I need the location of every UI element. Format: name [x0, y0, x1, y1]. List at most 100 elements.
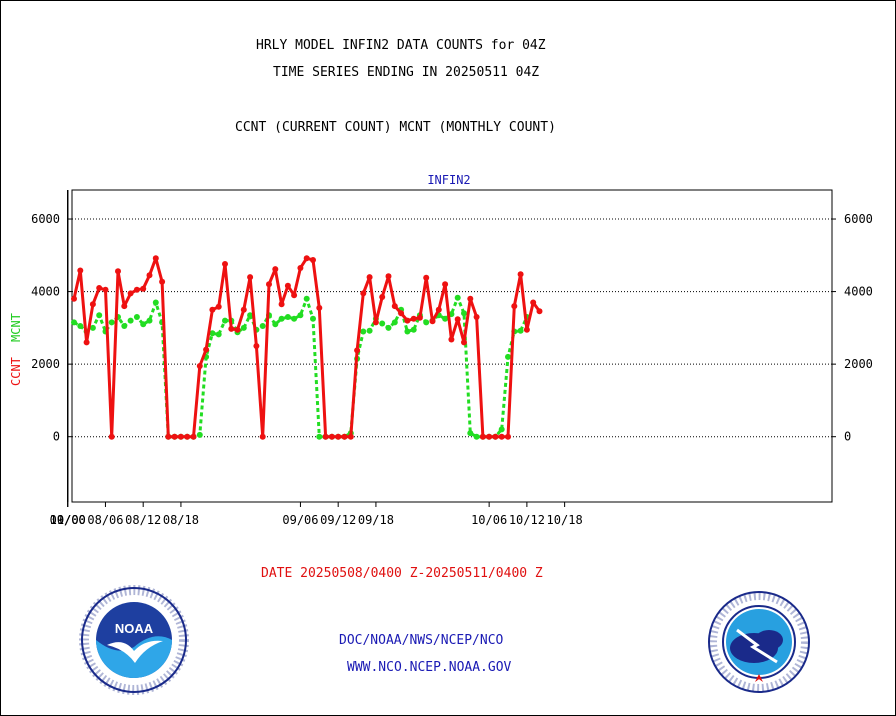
data-point-ccnt: [360, 290, 367, 297]
data-point-ccnt: [259, 433, 266, 440]
data-point-mcnt: [498, 426, 505, 433]
data-point-mcnt: [108, 319, 115, 326]
x-tick-label: 10/18: [547, 513, 583, 527]
chart-title-line1: HRLY MODEL INFIN2 DATA COUNTS for 04Z: [256, 38, 546, 53]
data-point-ccnt: [391, 303, 398, 310]
data-point-ccnt: [272, 266, 279, 273]
data-point-ccnt: [467, 295, 474, 302]
x-tick-label: 08/12: [125, 513, 161, 527]
data-point-ccnt: [316, 304, 323, 311]
data-point-mcnt: [467, 430, 474, 437]
data-point-ccnt: [291, 292, 298, 299]
data-point-ccnt: [127, 290, 134, 297]
data-point-ccnt: [335, 433, 342, 440]
grid-lines: [72, 218, 832, 438]
data-point-mcnt: [385, 324, 392, 331]
data-point-mcnt: [366, 327, 373, 334]
data-point-ccnt: [71, 295, 77, 302]
data-point-mcnt: [297, 312, 304, 319]
chart-subtitle: CCNT (CURRENT COUNT) MCNT (MONTHLY COUNT…: [235, 120, 556, 135]
y-tick-label-left: 6000: [31, 212, 60, 226]
nws-logo: [708, 591, 810, 693]
data-point-mcnt: [473, 433, 480, 440]
data-point-ccnt: [253, 343, 260, 349]
data-point-ccnt: [89, 301, 96, 308]
data-point-ccnt: [328, 433, 335, 440]
data-point-ccnt: [266, 281, 272, 288]
data-point-ccnt: [83, 339, 90, 346]
data-point-mcnt: [152, 299, 159, 306]
y-axis-label-mcnt: MCNT: [9, 313, 23, 342]
date-range-label: DATE 20250508/0400 Z-20250511/0400 Z: [261, 566, 543, 581]
data-point-ccnt: [77, 267, 84, 274]
data-point-ccnt: [146, 272, 153, 279]
data-point-mcnt: [278, 315, 285, 322]
noaa-logo-text: NOAA: [115, 621, 154, 636]
data-point-ccnt: [454, 316, 461, 323]
noaa-logo: NOAA: [79, 585, 189, 695]
data-point-mcnt: [146, 317, 153, 324]
x-tick-label: 10/00: [50, 513, 86, 527]
data-point-ccnt: [297, 265, 304, 271]
data-point-mcnt: [461, 310, 467, 317]
data-point-mcnt: [379, 320, 386, 327]
data-point-ccnt: [505, 433, 511, 440]
data-point-ccnt: [96, 285, 103, 291]
x-tick-label: 08/06: [87, 513, 123, 527]
data-point-mcnt: [272, 321, 279, 328]
data-point-ccnt: [184, 433, 191, 440]
data-point-ccnt: [140, 285, 147, 292]
data-point-ccnt: [517, 271, 524, 278]
data-point-mcnt: [360, 328, 367, 335]
y-tick-label-left: 0: [53, 430, 60, 444]
data-point-mcnt: [215, 331, 222, 338]
x-tick-label: 09/00: [50, 513, 86, 527]
data-point-mcnt: [410, 326, 417, 333]
data-point-mcnt: [517, 327, 524, 334]
data-point-ccnt: [228, 325, 235, 332]
data-point-mcnt: [89, 324, 96, 331]
data-point-ccnt: [190, 433, 197, 440]
data-point-mcnt: [77, 323, 84, 329]
data-point-mcnt: [127, 317, 134, 324]
data-point-ccnt: [473, 314, 480, 320]
data-point-mcnt: [259, 323, 266, 329]
data-point-ccnt: [303, 255, 310, 262]
data-point-ccnt: [121, 303, 128, 310]
data-point-ccnt: [461, 339, 467, 346]
data-point-ccnt: [448, 336, 455, 343]
y-tick-label-right: 0: [844, 430, 851, 444]
data-point-ccnt: [284, 282, 291, 289]
website-link[interactable]: WWW.NCO.NCEP.NOAA.GOV: [347, 660, 512, 675]
data-point-mcnt: [284, 314, 291, 320]
data-point-mcnt: [404, 328, 411, 335]
data-point-mcnt: [71, 319, 77, 326]
x-axis-ticks: 08/06 08/12 08/18 09/00 09/06 09/12 09/18 10/00…: [50, 502, 583, 527]
org-label: DOC/NOAA/NWS/NCEP/NCO: [339, 633, 504, 648]
data-point-ccnt: [536, 308, 543, 315]
data-point-mcnt: [310, 315, 316, 322]
y-tick-label-right: 4000: [844, 285, 873, 299]
data-point-ccnt: [442, 281, 449, 288]
data-point-mcnt: [316, 433, 323, 440]
data-point-mcnt: [303, 295, 310, 302]
plot-area: [71, 189, 833, 503]
data-point-ccnt: [398, 310, 405, 317]
data-point-ccnt: [177, 433, 184, 440]
data-point-ccnt: [215, 303, 222, 310]
data-point-ccnt: [171, 433, 178, 440]
data-point-mcnt: [291, 315, 298, 322]
data-point-mcnt: [140, 321, 147, 328]
y-axis-ticks: 6000 6000 4000 4000 2000 2000 0 0: [31, 212, 873, 444]
series-group: [71, 255, 543, 440]
data-point-ccnt: [429, 318, 436, 325]
data-point-mcnt: [442, 315, 449, 322]
data-point-ccnt: [347, 433, 354, 440]
x-tick-label: 10/06: [471, 513, 507, 527]
data-point-mcnt: [96, 312, 103, 319]
data-point-ccnt: [372, 319, 379, 326]
data-point-ccnt: [511, 303, 518, 310]
data-point-ccnt: [498, 433, 505, 440]
data-point-mcnt: [133, 314, 140, 320]
data-point-ccnt: [115, 268, 121, 275]
